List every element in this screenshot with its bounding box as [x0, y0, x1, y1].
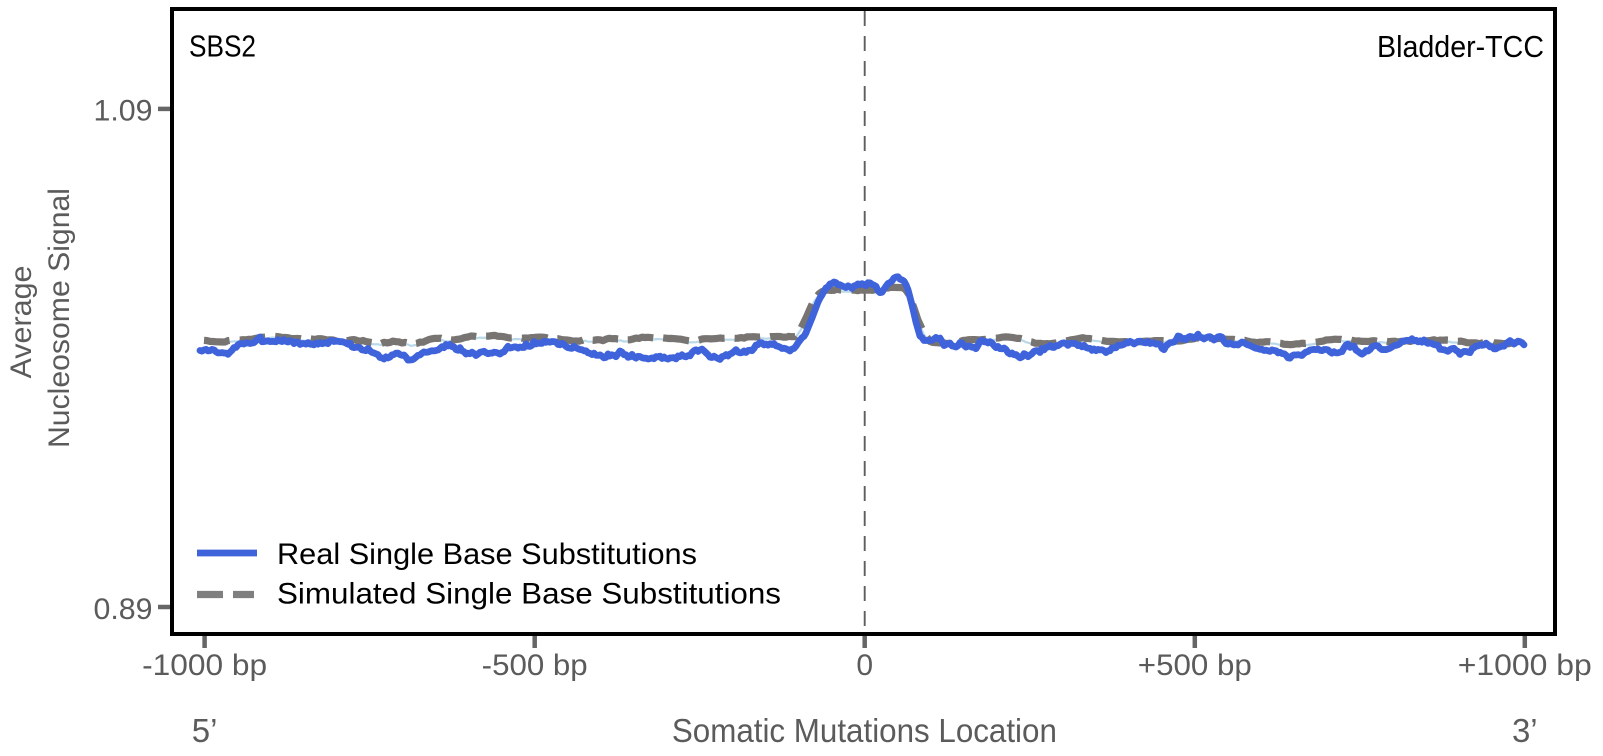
- svg-text:-500 bp: -500 bp: [482, 649, 588, 682]
- svg-text:Simulated Single Base Substitu: Simulated Single Base Substitutions: [277, 578, 781, 611]
- svg-text:Bladder-TCC: Bladder-TCC: [1377, 29, 1544, 64]
- svg-text:SBS2: SBS2: [189, 29, 256, 64]
- svg-text:Somatic Mutations Location: Somatic Mutations Location: [672, 712, 1057, 749]
- svg-text:+1000 bp: +1000 bp: [1458, 649, 1592, 682]
- svg-text:1.09: 1.09: [94, 95, 153, 128]
- svg-text:5’: 5’: [192, 712, 218, 749]
- svg-text:0: 0: [856, 649, 873, 682]
- svg-text:0.89: 0.89: [94, 593, 153, 626]
- svg-text:Nucleosome Signal: Nucleosome Signal: [43, 188, 76, 448]
- svg-text:Real Single Base Substitutions: Real Single Base Substitutions: [277, 538, 697, 571]
- svg-text:-1000 bp: -1000 bp: [142, 649, 267, 682]
- svg-text:3’: 3’: [1512, 712, 1538, 749]
- svg-text:Average: Average: [5, 266, 38, 379]
- svg-text:+500 bp: +500 bp: [1138, 649, 1252, 682]
